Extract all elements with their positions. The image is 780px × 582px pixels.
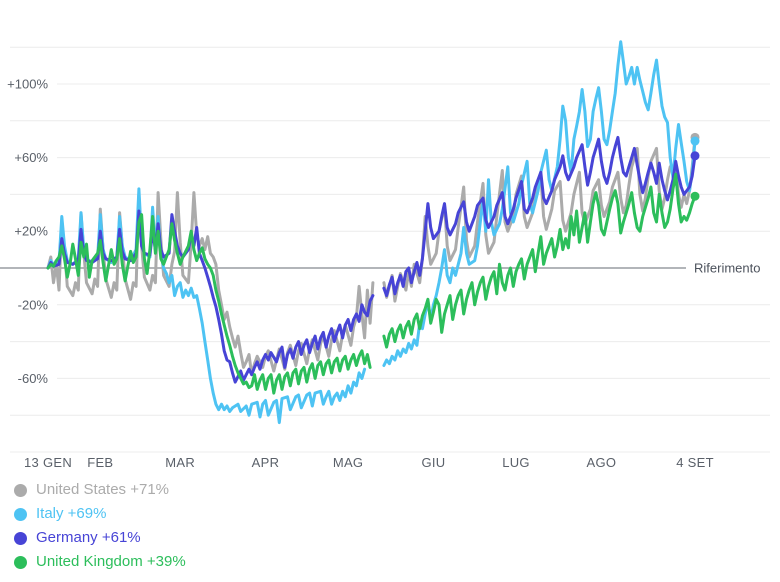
y-tick-label: +20% (14, 224, 48, 239)
legend-label-united-states: United States +71% (36, 481, 170, 498)
legend-dot-united-states (14, 483, 27, 497)
grid-lines (0, 46, 770, 453)
legend-item-united-kingdom[interactable]: United Kingdom +39% (14, 550, 186, 574)
legend-label-united-kingdom: United Kingdom +39% (36, 553, 186, 570)
series-line-united-kingdom (382, 172, 697, 349)
legend-item-united-states[interactable]: United States +71% (14, 478, 186, 502)
x-tick-label: GIU (421, 455, 445, 470)
x-tick-label: MAR (165, 455, 195, 470)
legend: United States +71% Italy +69% Germany +6… (14, 478, 186, 574)
legend-dot-germany (14, 531, 27, 545)
x-tick-label: 13 GEN (24, 455, 72, 470)
y-tick-label: +60% (14, 150, 48, 165)
series-line-united-states (46, 191, 375, 377)
x-axis-labels: 13 GEN FEB MAR APR MAG GIU LUG AGO 4 SET (24, 455, 714, 470)
series-united-kingdom (46, 172, 700, 395)
legend-item-italy[interactable]: Italy +69% (14, 502, 186, 526)
x-tick-label: MAG (333, 455, 364, 470)
series-line-germany (46, 209, 375, 384)
x-tick-label: 4 SET (676, 455, 714, 470)
reference-line-label: Riferimento (694, 261, 760, 276)
y-axis-labels: +100% +60% +20% -20% -60% (7, 77, 48, 386)
series-line-italy (46, 187, 367, 425)
y-tick-label: +100% (7, 77, 48, 92)
y-tick-label: -60% (18, 371, 49, 386)
chart-plot-area[interactable]: +100% +60% +20% -20% -60% 13 GEN FEB MAR APR MAG G… (0, 0, 780, 475)
series-line-germany (382, 135, 697, 298)
y-tick-label: -20% (18, 297, 49, 312)
legend-item-germany[interactable]: Germany +61% (14, 526, 186, 550)
x-tick-label: AGO (586, 455, 616, 470)
legend-label-italy: Italy +69% (36, 505, 107, 522)
series-end-dot-united-kingdom (690, 191, 700, 201)
series-line-united-kingdom (46, 213, 372, 395)
x-tick-label: LUG (502, 455, 530, 470)
series-end-dot-italy (690, 136, 700, 146)
legend-dot-united-kingdom (14, 555, 27, 569)
legend-label-germany: Germany +61% (36, 529, 141, 546)
series-end-dot-germany (690, 151, 700, 161)
x-tick-label: FEB (87, 455, 113, 470)
legend-dot-italy (14, 507, 27, 521)
x-tick-label: APR (252, 455, 280, 470)
